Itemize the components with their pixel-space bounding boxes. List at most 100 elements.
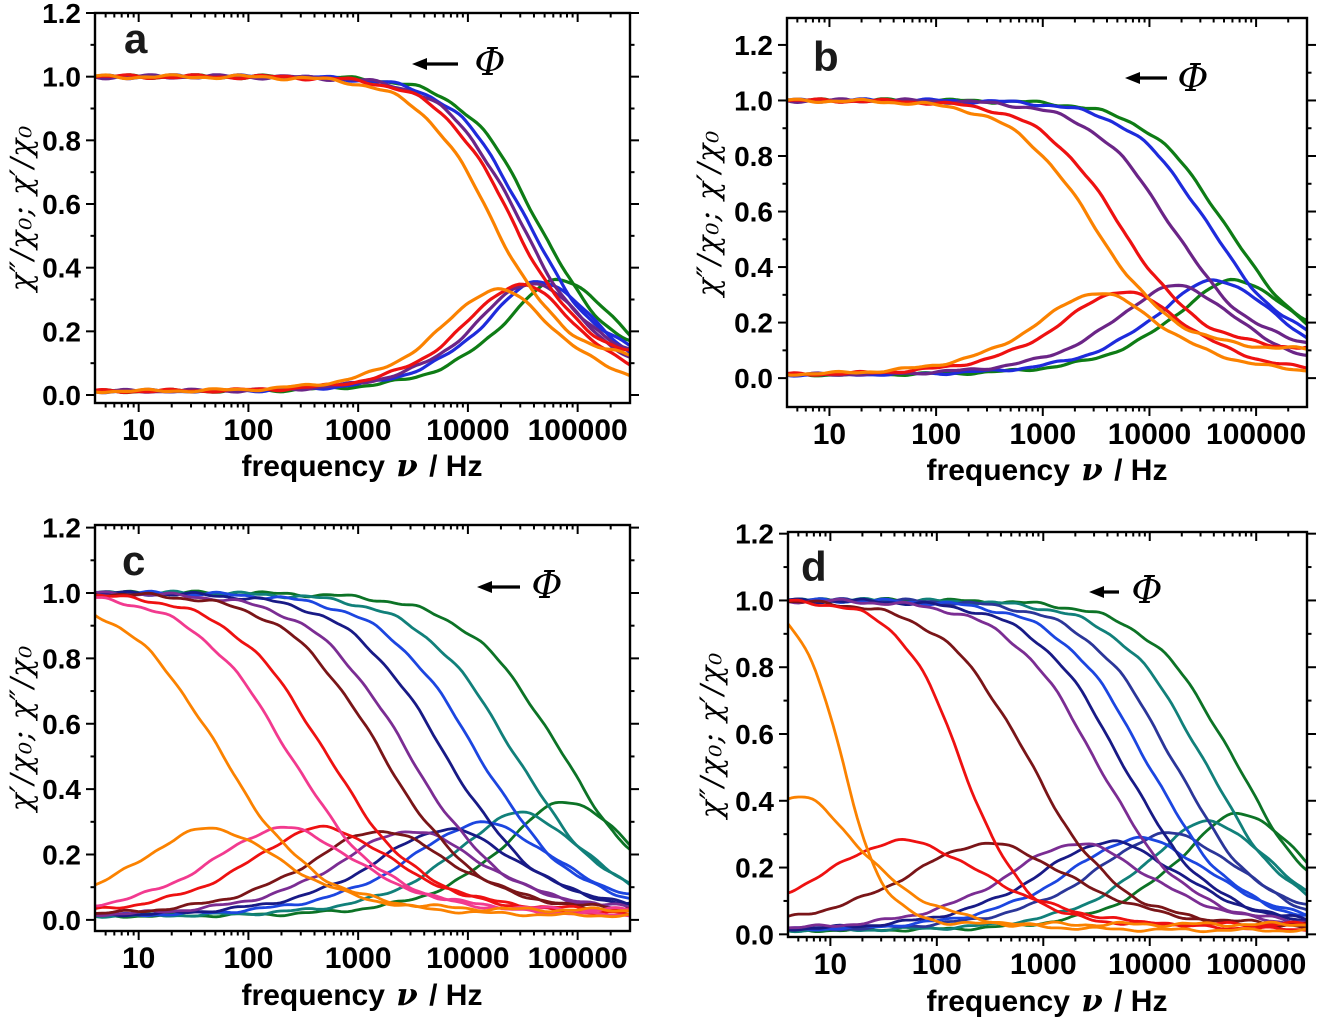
panel-d-purple-chi-double-prime-curve [788, 842, 1307, 930]
y-tick-label: 0.4 [735, 786, 774, 817]
panel-c-curves [95, 589, 630, 919]
y-tick-label: 0.6 [42, 189, 81, 220]
nu-symbol: ν [1081, 983, 1103, 1019]
x-tick-label: 1000 [1009, 418, 1076, 451]
x-tick-label: 1000 [1010, 948, 1077, 981]
panel-d-phi-arrow-left-icon [1089, 586, 1119, 598]
panel-c-ticks [86, 525, 639, 940]
panel-d-ticks [779, 532, 1316, 946]
y-tick-label: 0.0 [735, 919, 774, 950]
x-axis-label-text: frequency [926, 985, 1079, 1018]
x-tick-label: 1000 [325, 942, 392, 975]
panel-b-green-chi-double-prime-curve [787, 277, 1307, 378]
y-tick-label: 0.6 [734, 197, 773, 228]
panel-c-orange-chi-prime-curve [95, 613, 630, 914]
x-tick-label: 100 [223, 942, 273, 975]
y-axis-label-b: χ″/χ₀; χ′/χ₀ [691, 129, 727, 297]
panel-a-orange-chi-prime-curve [95, 73, 630, 357]
y-tick-label: 0.4 [42, 774, 81, 805]
panel-c-maroon-chi-double-prime-curve [95, 830, 630, 915]
x-tick-label: 100000 [528, 942, 628, 975]
x-axis-label-b: frequency ν / Hz [927, 452, 1168, 488]
x-tick-label: 100 [912, 948, 962, 981]
panel-c-navy-chi-double-prime-curve [95, 827, 630, 918]
y-tick-label: 1.0 [42, 62, 81, 93]
panel-b-purple-chi-double-prime-curve [787, 283, 1307, 377]
panel-letter-c: c [122, 537, 146, 584]
x-axis-label-text: frequency [241, 979, 394, 1012]
panel-b-blue-chi-double-prime-curve [787, 278, 1307, 378]
y-tick-label: 0.4 [734, 252, 773, 283]
panel-d-curves [788, 597, 1307, 934]
panel-letter-d: d [801, 543, 827, 590]
x-axis-label-unit: / Hz [1105, 985, 1168, 1018]
panel-a-axis [93, 11, 632, 405]
y-tick-label: 1.0 [734, 85, 773, 116]
panel-b-orange-chi-prime-curve [787, 97, 1307, 351]
x-tick-label: 100 [911, 418, 961, 451]
panel-d-red-chi-prime-curve [788, 598, 1307, 928]
x-axis-label-text: frequency [926, 454, 1079, 487]
y-tick-label: 0.0 [734, 363, 773, 394]
x-axis-label-a: frequency ν / Hz [242, 448, 483, 484]
y-tick-label: 0.8 [42, 125, 81, 156]
panel-b-orange-chi-double-prime-curve [787, 292, 1307, 377]
x-tick-label: 100000 [528, 414, 628, 447]
panel-b-tick-labels: 0.0 0.2 0.4 0.6 0.8 1.0 1.2 10 100 1000 10000 10000… [734, 30, 1306, 451]
x-tick-label: 10000 [1108, 948, 1191, 981]
panel-d-orange-chi-prime-curve [788, 622, 1307, 928]
panel-letter-a: a [124, 15, 148, 62]
panel-a-red-chi-prime-curve [95, 73, 630, 352]
panel-c-tick-labels: 0.0 0.2 0.4 0.6 0.8 1.0 1.2 10 100 1000 10000 10000… [42, 513, 628, 975]
y-tick-label: 0.0 [42, 380, 81, 411]
panel-a-curves [95, 73, 630, 395]
y-axis-label-a: χ″/χ₀; χ′/χ₀ [4, 124, 40, 292]
x-tick-label: 100 [223, 414, 273, 447]
x-tick-label: 100000 [1206, 418, 1306, 451]
panel-c: 0.0 0.2 0.4 0.6 0.8 1.0 1.2 10 100 1000 10000 10000… [42, 513, 639, 975]
x-tick-label: 10000 [426, 942, 509, 975]
panel-a-green-chi-prime-curve [95, 73, 630, 343]
y-tick-label: 0.8 [42, 643, 81, 674]
y-axis-label-d: χ″/χ₀; χ′/χ₀ [694, 651, 730, 819]
y-tick-label: 0.6 [735, 719, 774, 750]
panel-b-red-chi-prime-curve [787, 97, 1307, 350]
panel-d-red-chi-double-prime-curve [788, 838, 1307, 932]
panel-c-orange-chi-double-prime-curve [95, 826, 630, 919]
y-tick-label: 1.2 [42, 513, 81, 544]
panel-c-pink-chi-double-prime-curve [95, 825, 630, 918]
panel-a-ticks [86, 12, 639, 412]
panel-d-maroon-chi-double-prime-curve [788, 841, 1307, 930]
panel-a-red-chi-double-prime-curve [95, 282, 630, 394]
x-axis-label-d: frequency ν / Hz [927, 983, 1168, 1019]
x-tick-label: 10000 [1108, 418, 1191, 451]
panel-b-green-chi-prime-curve [787, 97, 1307, 323]
y-tick-label: 1.0 [42, 578, 81, 609]
y-tick-label: 1.0 [735, 585, 774, 616]
panel-d-navy-chi-prime-curve [788, 597, 1307, 922]
panel-b-phi-arrow-left-icon [1125, 72, 1167, 84]
nu-symbol: ν [396, 448, 418, 484]
x-tick-label: 1000 [325, 414, 392, 447]
x-axis-label-unit: / Hz [420, 979, 483, 1012]
panel-c-phi-arrow-left-icon [477, 581, 520, 593]
y-axis-label-c: χ′/χ₀; χ″/χ₀ [4, 644, 40, 812]
panel-b-curves [787, 97, 1307, 378]
phi-annotation-a: Φ [474, 40, 506, 84]
x-axis-label-unit: / Hz [1105, 454, 1168, 487]
x-axis-label-c: frequency ν / Hz [242, 977, 483, 1013]
nu-symbol: ν [396, 977, 418, 1013]
phi-annotation-d: Φ [1131, 568, 1163, 612]
panel-d-purple-chi-prime-curve [788, 597, 1307, 924]
x-tick-label: 10 [122, 414, 155, 447]
panel-b: 0.0 0.2 0.4 0.6 0.8 1.0 1.2 10 100 1000 10000 10000… [734, 16, 1316, 451]
x-tick-label: 100000 [1206, 948, 1306, 981]
panel-a-orange-chi-double-prime-curve [95, 287, 630, 395]
y-tick-label: 0.2 [734, 308, 773, 339]
panel-b-ticks [778, 18, 1316, 416]
x-tick-label: 10 [814, 948, 847, 981]
panel-d-teal-chi-double-prime-curve [788, 819, 1307, 934]
panel-c-pink-chi-prime-curve [95, 596, 630, 913]
panel-d-orange-chi-double-prime-curve [788, 795, 1307, 934]
y-tick-label: 0.8 [735, 652, 774, 683]
